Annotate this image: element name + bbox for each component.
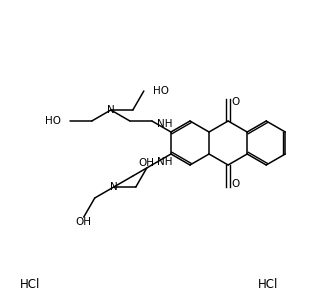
Text: HO: HO (153, 86, 169, 96)
Text: HO: HO (45, 116, 61, 126)
Text: N: N (110, 182, 118, 192)
Text: NH: NH (157, 119, 172, 129)
Text: O: O (231, 97, 239, 107)
Text: NH: NH (157, 157, 172, 167)
Text: HCl: HCl (20, 278, 40, 291)
Text: OH: OH (76, 217, 92, 227)
Text: O: O (231, 179, 239, 189)
Text: OH: OH (139, 158, 155, 168)
Text: N: N (107, 105, 115, 115)
Text: HCl: HCl (258, 278, 278, 291)
